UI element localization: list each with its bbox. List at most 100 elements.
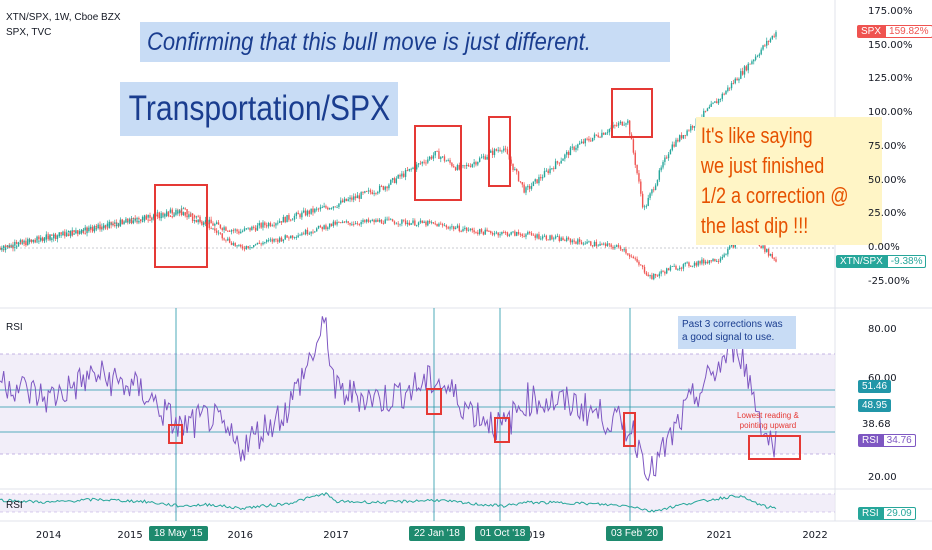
date-tag[interactable]: 01 Oct '18	[475, 526, 531, 541]
candle-body	[623, 249, 625, 251]
candle-body	[628, 120, 631, 135]
candle-body	[369, 190, 372, 193]
candle-body	[641, 193, 644, 208]
candle-body	[182, 208, 185, 210]
candle-body	[62, 234, 64, 236]
candle-body	[208, 223, 210, 229]
candle-body	[93, 226, 96, 231]
candle-body	[165, 212, 168, 214]
candle-body	[495, 149, 498, 151]
rsi2-panel-label[interactable]: RSI	[6, 500, 23, 511]
candle-body	[214, 228, 216, 231]
candle-body	[710, 260, 712, 262]
lowest-marker-box[interactable]	[748, 435, 801, 460]
rsi-marker-box[interactable]	[426, 388, 442, 415]
candle-body	[156, 212, 159, 214]
candle-body	[558, 162, 561, 164]
candle-body	[669, 149, 672, 155]
candle-body	[347, 199, 349, 201]
candle-body	[384, 219, 386, 224]
rsi-line[interactable]	[0, 316, 777, 482]
rsi-axis[interactable]: 80.00 60.00 20.00	[838, 308, 932, 489]
candle-body	[523, 235, 525, 237]
lowest-note[interactable]: Lowest reading & pointing upward	[737, 411, 799, 431]
xtn-spx-series[interactable]	[0, 208, 777, 281]
candle-body	[527, 186, 529, 188]
candle-body	[23, 240, 25, 243]
candle-body	[653, 189, 655, 191]
candle-body	[88, 228, 90, 232]
compare-header[interactable]: SPX, TVC	[6, 27, 52, 38]
date-tag[interactable]: 18 May '15	[149, 526, 208, 541]
candle-body	[399, 223, 401, 225]
candle-body	[393, 221, 396, 224]
headline-box[interactable]: Confirming that this bull move is just d…	[140, 22, 670, 62]
rsi-value-tag[interactable]: RSI 34.76	[858, 434, 916, 447]
candle-body	[462, 229, 464, 232]
rsi-note-box[interactable]: Past 3 corrections was a good signal to …	[678, 316, 796, 349]
candle-body	[304, 210, 307, 216]
candle-body	[390, 179, 392, 185]
marker-box[interactable]	[611, 88, 653, 138]
side-note-box[interactable]: It's like saying we just finished 1/2 a …	[696, 117, 882, 245]
candle-body	[43, 237, 46, 241]
candle-body	[578, 239, 581, 242]
candle-body	[703, 259, 705, 264]
candle-body	[549, 168, 551, 174]
price-axis[interactable]: 175.00% 150.00% 125.00% 100.00% 75.00% 50.00%…	[838, 0, 932, 308]
candle-body	[517, 231, 520, 235]
rsi-marker-box[interactable]	[168, 424, 183, 444]
candle-body	[19, 243, 22, 245]
candle-body	[262, 222, 264, 228]
candle-body	[138, 218, 140, 220]
candle-body	[288, 215, 290, 220]
time-axis[interactable]: 2014 2015 2016 2017 2019 2021 2022	[0, 521, 835, 550]
rsi-level-tag[interactable]: 48.95	[858, 399, 892, 412]
rsi-marker-box[interactable]	[623, 412, 636, 447]
candle-body	[395, 223, 398, 225]
candle-body	[464, 227, 466, 230]
candle-body	[704, 261, 707, 264]
candle-body	[662, 271, 664, 272]
marker-box[interactable]	[154, 184, 208, 268]
rsi-level-tag[interactable]: 51.46	[858, 380, 892, 393]
spx-price-tag[interactable]: SPX 159.82%	[857, 25, 932, 38]
rsi-level-text[interactable]: 38.68	[862, 419, 891, 430]
candle-body	[251, 226, 253, 231]
rsi2-line[interactable]	[0, 491, 777, 513]
marker-box[interactable]	[488, 116, 511, 187]
candle-body	[766, 40, 768, 46]
candle-body	[21, 240, 23, 243]
marker-box[interactable]	[414, 125, 462, 201]
candle-body	[286, 235, 288, 238]
symbol-header[interactable]: XTN/SPX, 1W, Cboe BZX	[6, 12, 121, 23]
candle-body	[716, 101, 718, 104]
rsi-marker-box[interactable]	[494, 417, 510, 443]
candle-body	[110, 223, 112, 225]
candle-body	[195, 216, 198, 218]
candle-body	[260, 243, 262, 245]
xtn-price-tag[interactable]: XTN/SPX -9.38%	[836, 255, 927, 268]
candle-body	[684, 135, 686, 136]
candle-body	[699, 261, 701, 264]
candle-body	[416, 164, 418, 170]
date-tag[interactable]: 03 Feb '20	[606, 526, 663, 541]
candle-body	[91, 226, 94, 231]
candle-body	[284, 216, 286, 223]
candle-body	[12, 245, 14, 247]
candle-body	[693, 126, 696, 128]
candle-body	[627, 120, 629, 124]
candle-body	[336, 206, 338, 208]
rsi2-value-tag[interactable]: RSI 29.09	[858, 507, 916, 520]
rsi-panel-label[interactable]: RSI	[6, 322, 23, 333]
candle-body	[678, 267, 681, 270]
candle-body	[740, 71, 742, 79]
title-box[interactable]: Transportation/SPX	[120, 82, 398, 136]
candle-body	[384, 186, 386, 190]
candle-body	[341, 221, 344, 223]
candle-body	[45, 235, 48, 238]
date-tag[interactable]: 22 Jan '18	[409, 526, 465, 541]
candle-body	[121, 220, 123, 225]
rsi-tick-label: 80.00	[868, 324, 897, 335]
candle-body	[554, 236, 557, 239]
